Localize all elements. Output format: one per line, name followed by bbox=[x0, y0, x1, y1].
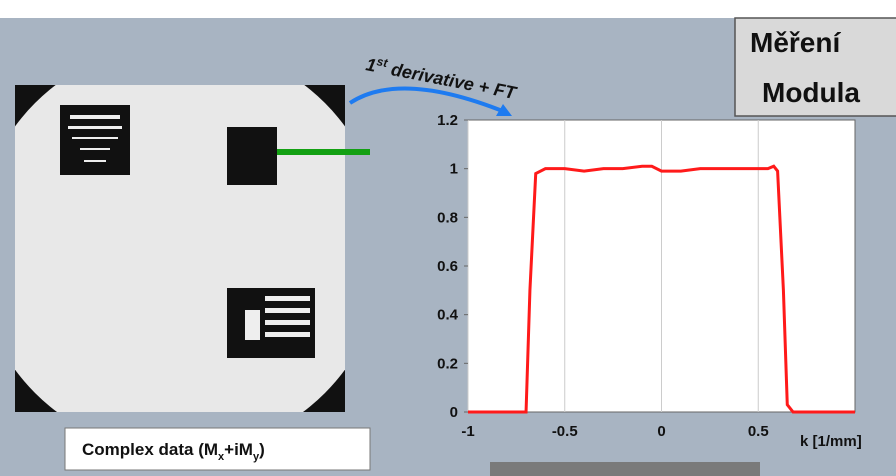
y-tick-label: 0.2 bbox=[437, 355, 458, 372]
target-dots bbox=[68, 115, 122, 162]
y-tick-label: 0.4 bbox=[437, 307, 459, 324]
title-line: Modula bbox=[762, 77, 860, 108]
caption-sub: x bbox=[218, 451, 225, 463]
x-tick-label: 0.5 bbox=[748, 423, 769, 440]
caption-part: Complex data (M bbox=[82, 440, 218, 459]
arrow-label-sup: st bbox=[376, 54, 390, 70]
title-line: Měření bbox=[750, 27, 841, 58]
edge-square bbox=[227, 127, 277, 185]
title-box bbox=[734, 17, 896, 117]
arrow bbox=[348, 86, 506, 114]
arrow-head bbox=[496, 104, 512, 116]
caption-sub: y bbox=[253, 451, 260, 463]
y-tick-label: 0.6 bbox=[437, 258, 458, 275]
caption: Complex data (Mx+iMy) bbox=[82, 440, 265, 463]
y-tick-label: 1.2 bbox=[437, 112, 458, 129]
x-tick-label: -1 bbox=[461, 423, 474, 440]
data-line bbox=[468, 164, 855, 414]
caption-part: ) bbox=[259, 440, 265, 459]
y-tick-label: 1 bbox=[450, 161, 458, 178]
image-strip bbox=[490, 462, 760, 476]
x-tick-label: 0 bbox=[657, 423, 665, 440]
x-axis-label: k [1/mm] bbox=[800, 433, 862, 450]
arrow-label-main: 1 bbox=[364, 54, 378, 76]
y-tick-label: 0 bbox=[450, 404, 458, 421]
y-tick-label: 0.8 bbox=[437, 209, 458, 226]
x-tick-label: -0.5 bbox=[552, 423, 578, 440]
target-dots-2 bbox=[245, 296, 310, 340]
caption-box bbox=[64, 427, 371, 471]
caption-part: +iM bbox=[224, 440, 253, 459]
